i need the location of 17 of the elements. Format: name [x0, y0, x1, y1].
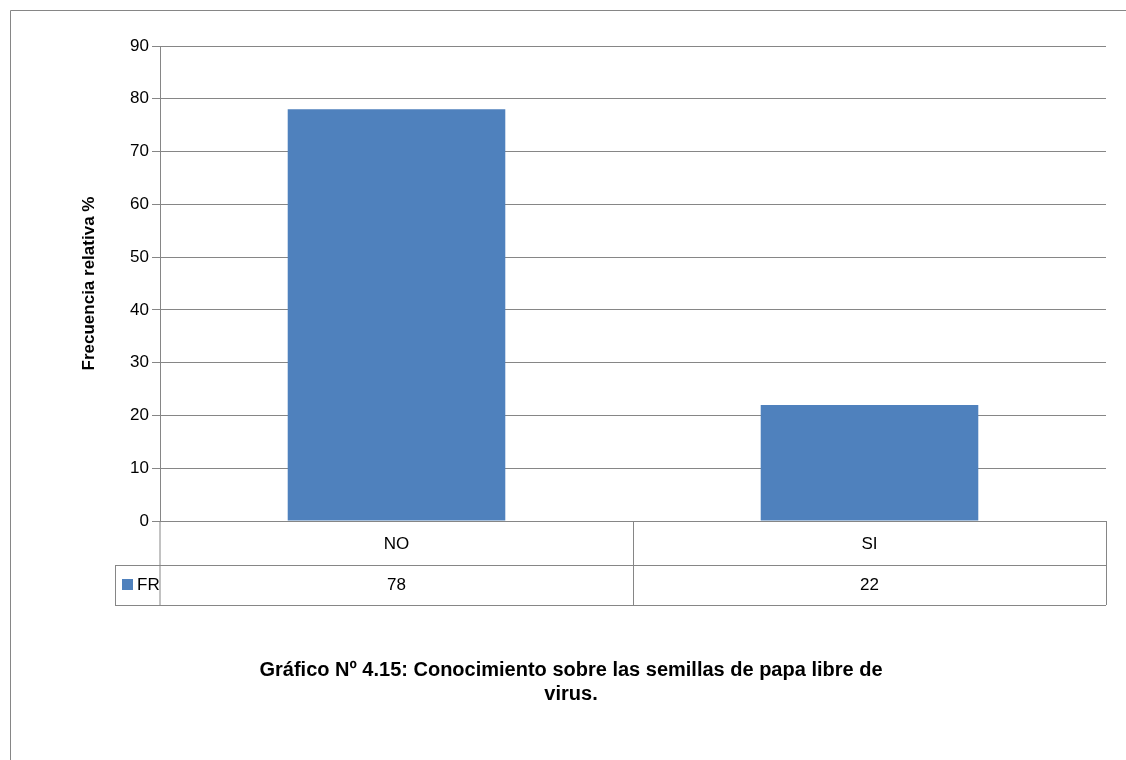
y-axis-title: Frecuencia relativa %	[78, 196, 98, 371]
x-tick-label: NO	[383, 533, 410, 553]
legend-label: FR	[137, 574, 160, 594]
y-tick-label: 60	[130, 194, 149, 214]
text: Gráfico Nº 4.15: Conocimiento sobre las semillas de papa libre de virus.	[259, 657, 883, 704]
y-tick-label: 10	[130, 457, 149, 477]
y-tick-label: 20	[130, 405, 149, 425]
y-tick-label: 30	[130, 352, 149, 372]
y-tick-label: 0	[139, 510, 149, 530]
y-tick-label: 80	[130, 88, 149, 108]
data-label: 78	[387, 574, 406, 594]
y-tick-label: 50	[130, 246, 149, 266]
y-tick-label: 90	[130, 35, 149, 55]
x-tick-label: SI	[861, 533, 878, 553]
data-label: 22	[860, 574, 879, 594]
y-tick-label: 70	[130, 141, 149, 161]
y-tick-label: 40	[130, 299, 149, 319]
